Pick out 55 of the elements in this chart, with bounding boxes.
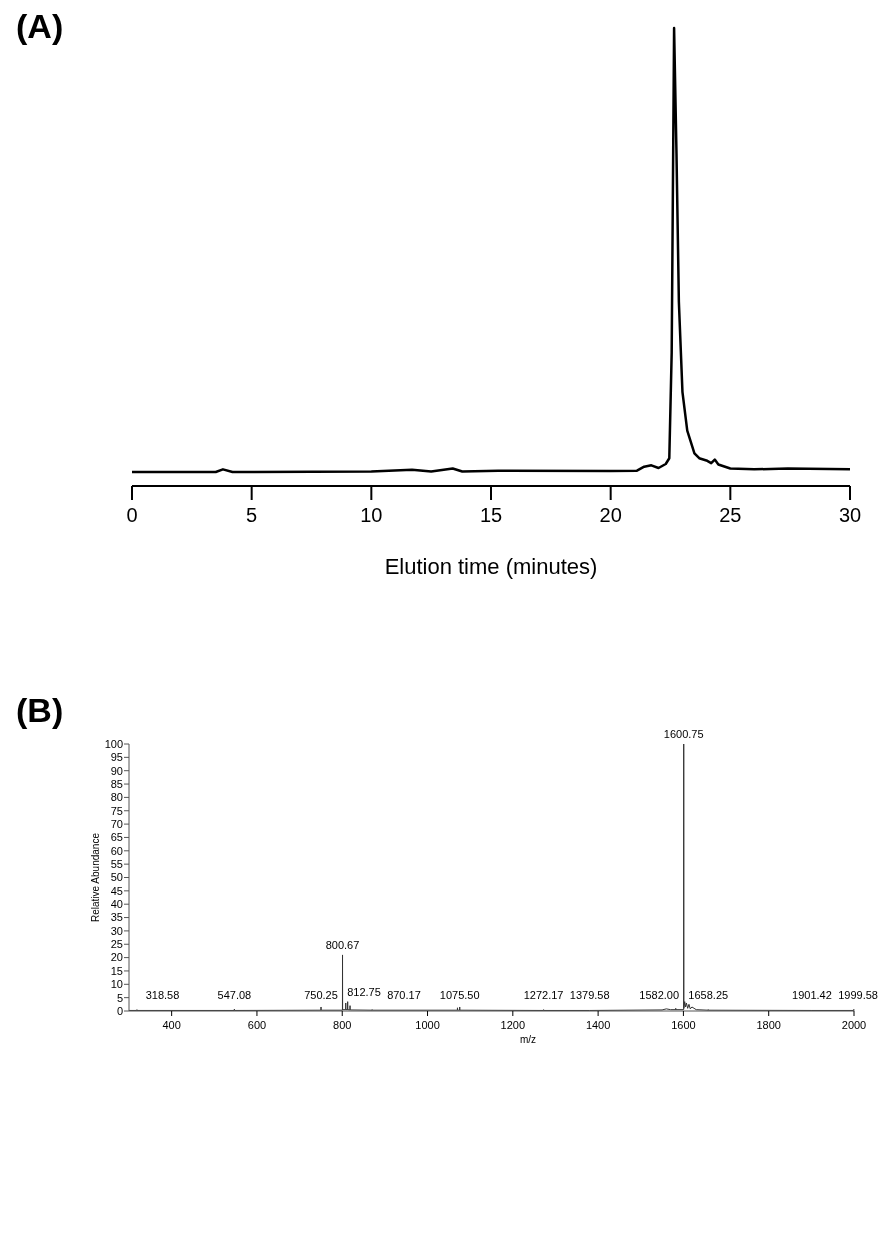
- y-axis-title: Relative Abundance: [90, 832, 101, 922]
- x-tick-label: 5: [246, 504, 258, 526]
- y-tick-label: 25: [110, 938, 123, 951]
- x-tick-label: 15: [479, 504, 503, 526]
- chart-title: (B): [16, 691, 64, 729]
- x-tick-label: 400: [162, 1019, 181, 1031]
- y-tick-label: 45: [110, 884, 123, 897]
- y-tick-label: 5: [116, 991, 123, 1004]
- annotation: 1658.25: [688, 989, 729, 1001]
- annotation: 1272.17: [523, 989, 564, 1001]
- y-tick-label: 15: [110, 964, 123, 977]
- y-tick-label: 35: [110, 911, 123, 924]
- annotation: 812.75: [347, 985, 381, 998]
- y-tick-label: 75: [110, 804, 123, 817]
- x-tick-label: 1200: [500, 1019, 526, 1031]
- annotation: 1600.75: [663, 728, 704, 740]
- y-tick-label: 20: [110, 951, 123, 964]
- y-tick-label: 30: [110, 924, 123, 937]
- x-tick-label: 20: [599, 504, 622, 526]
- x-tick-label: 2000: [841, 1019, 867, 1031]
- x-tick-label: 25: [719, 504, 742, 526]
- y-tick-label: 0: [116, 1004, 123, 1017]
- x-tick-label: 1400: [585, 1019, 611, 1031]
- x-tick-label: 1600: [671, 1019, 696, 1031]
- x-tick-label: 1000: [415, 1019, 440, 1031]
- x-axis-title: m/z: [519, 1034, 537, 1045]
- annotation: 547.08: [217, 989, 252, 1001]
- y-tick-label: 40: [110, 898, 123, 911]
- y-tick-label: 80: [110, 791, 123, 804]
- annotation: 1999.58: [838, 989, 878, 1001]
- annotation: 870.17: [387, 989, 421, 1001]
- x-tick-label: 1800: [756, 1019, 781, 1031]
- y-tick-label: 70: [110, 817, 123, 830]
- x-tick-label: 10: [360, 504, 383, 526]
- annotation: 1075.50: [439, 989, 480, 1001]
- annotation: 800.67: [325, 938, 360, 951]
- y-tick-label: 60: [110, 844, 123, 857]
- x-axis-title: Elution time (minutes): [384, 554, 598, 579]
- y-tick-label: 95: [110, 751, 123, 764]
- annotation: 1901.42: [792, 989, 832, 1001]
- y-tick-label: 55: [110, 858, 123, 870]
- x-tick-label: 600: [247, 1019, 267, 1031]
- y-tick-label: 90: [110, 764, 123, 777]
- y-tick-label: 100: [104, 737, 123, 750]
- x-tick-label: 30: [838, 504, 862, 526]
- chart-title: (A): [16, 7, 64, 45]
- x-tick-label: 800: [333, 1019, 352, 1031]
- annotation: 1582.00: [639, 989, 680, 1001]
- y-tick-label: 50: [110, 871, 123, 884]
- annotation: 318.58: [145, 989, 180, 1001]
- y-tick-label: 10: [110, 978, 123, 991]
- annotation: 750.25: [304, 989, 338, 1001]
- annotation: 1379.58: [569, 989, 610, 1001]
- y-tick-label: 85: [110, 777, 123, 790]
- y-tick-label: 65: [110, 831, 123, 844]
